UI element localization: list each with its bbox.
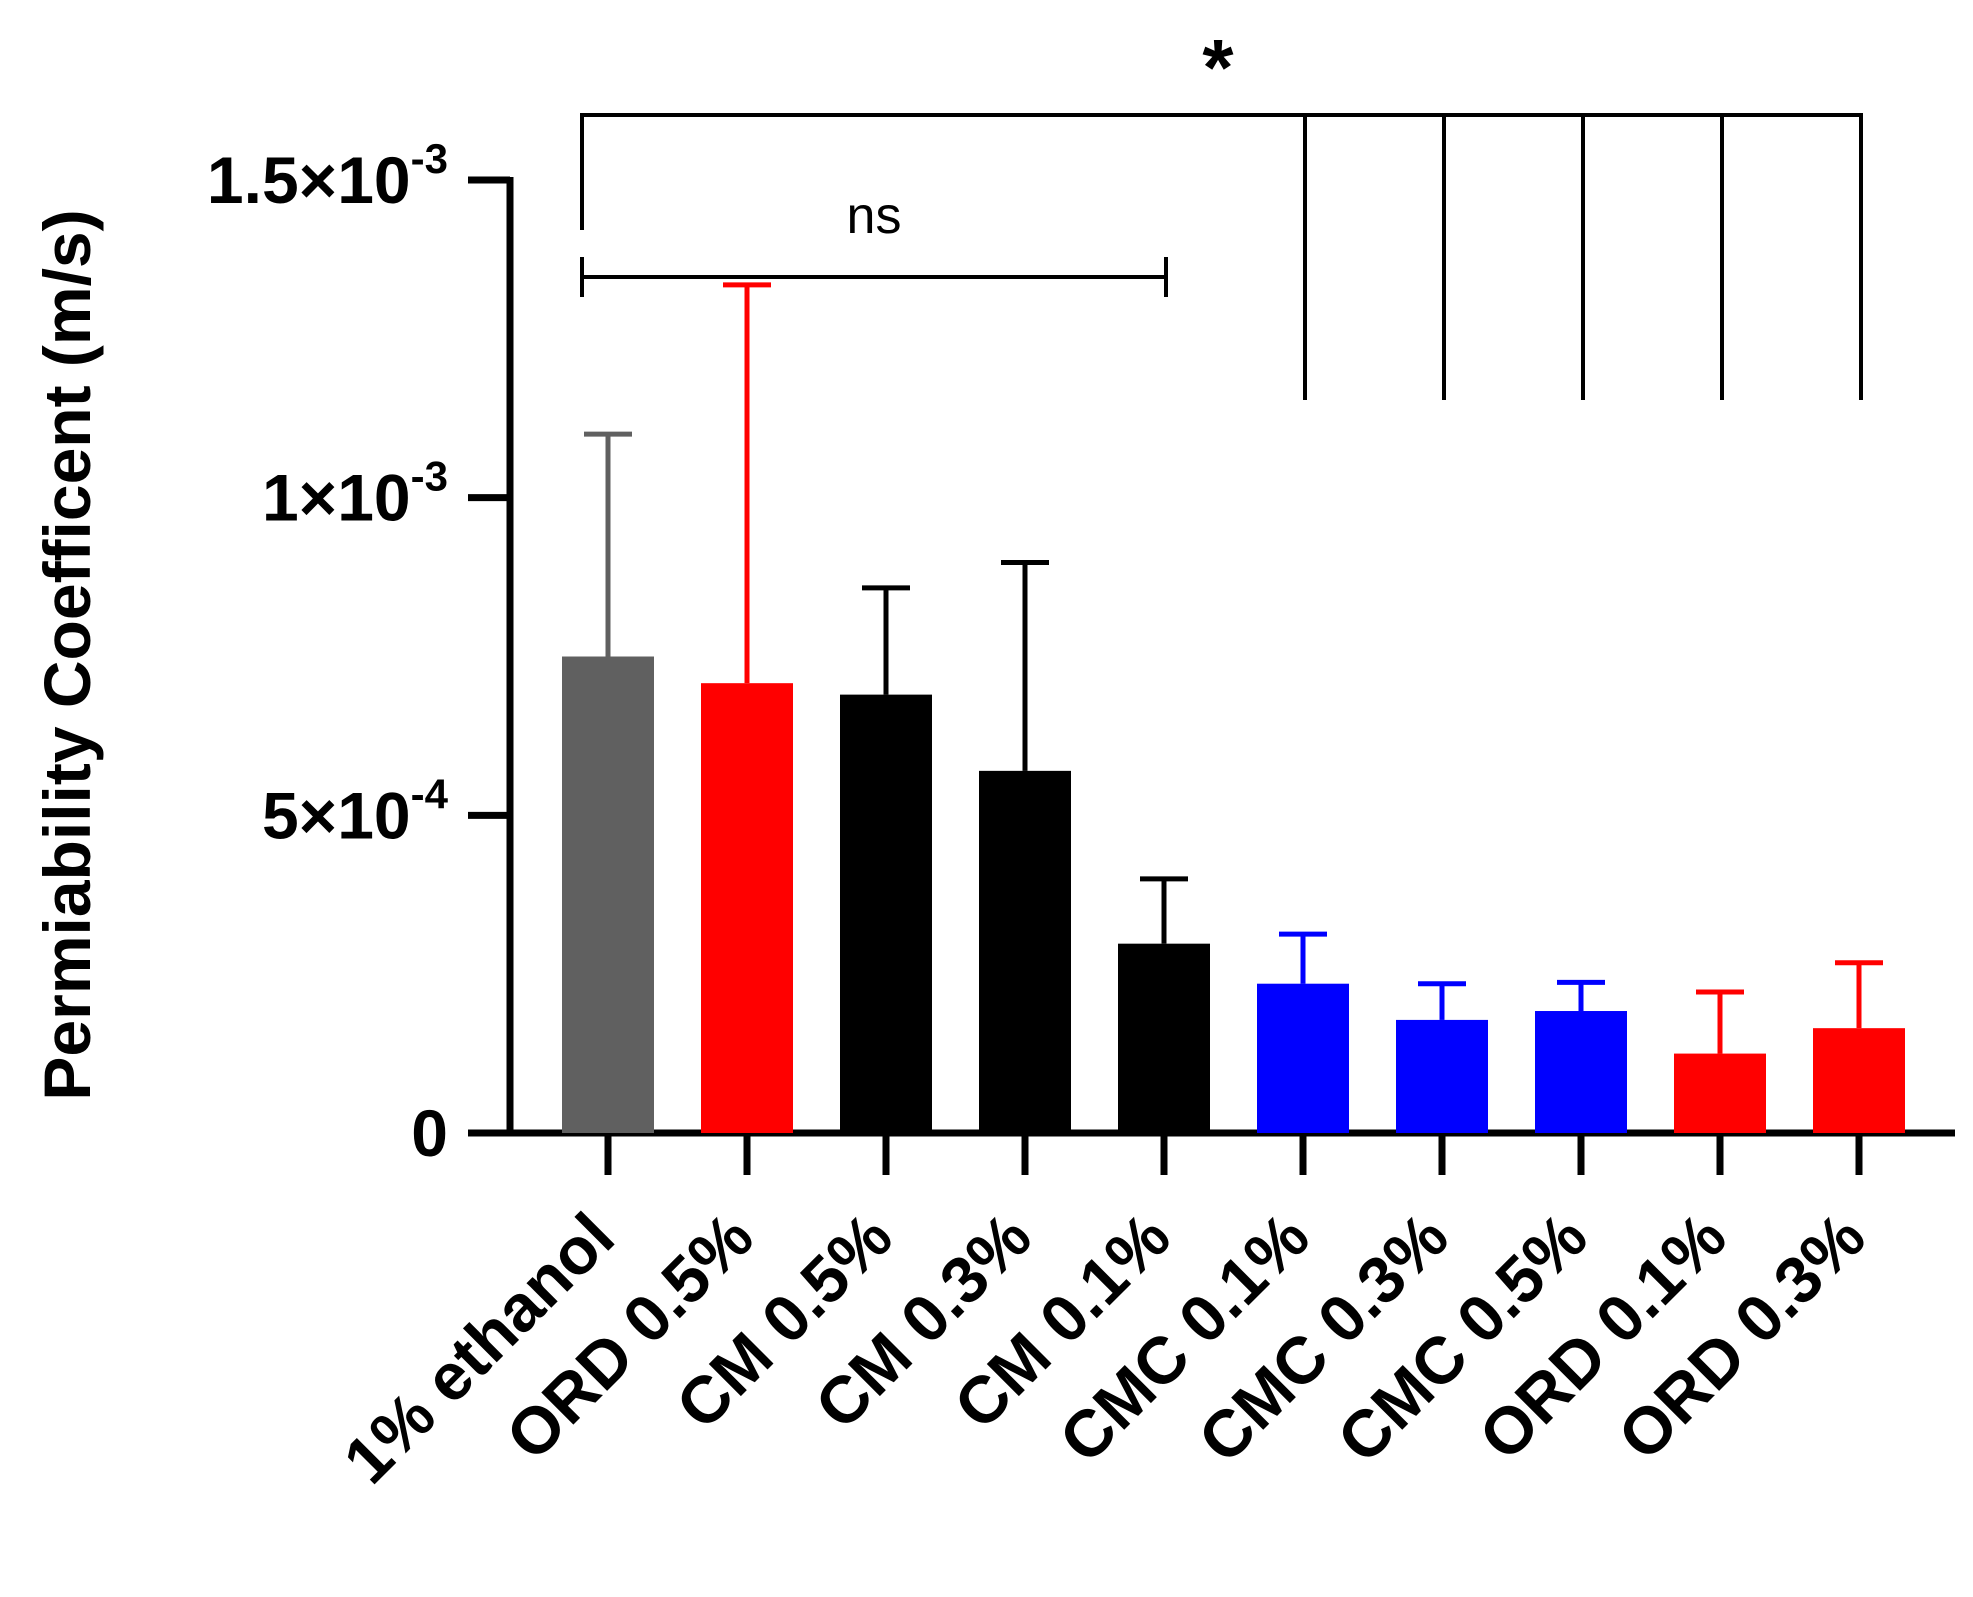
y-tick-label: 1×10-3 [262, 453, 448, 535]
y-tick-exponent: -3 [411, 135, 448, 182]
ns-label: ns [847, 187, 902, 245]
bar [701, 683, 793, 1133]
bar [1257, 983, 1349, 1133]
bar [840, 694, 932, 1133]
star-label: * [1202, 23, 1234, 112]
y-tick-mantissa: 1.5×10 [207, 143, 411, 217]
bar [979, 770, 1071, 1133]
y-tick-label: 0 [411, 1096, 448, 1170]
y-tick-label: 1.5×10-3 [207, 135, 448, 217]
bar [562, 656, 654, 1133]
y-tick-mantissa: 0 [411, 1096, 448, 1170]
y-tick-label: 5×10-4 [262, 770, 449, 852]
bar [1813, 1028, 1905, 1133]
bar [1674, 1053, 1766, 1133]
bar [1118, 943, 1210, 1133]
bar [1535, 1011, 1627, 1133]
y-tick-exponent: -4 [411, 770, 449, 817]
y-tick-mantissa: 5×10 [262, 778, 411, 852]
y-axis-label: Permiability Coefficent (m/s) [30, 209, 104, 1100]
bar [1396, 1019, 1488, 1133]
y-tick-mantissa: 1×10 [262, 461, 411, 535]
y-tick-exponent: -3 [411, 453, 448, 500]
